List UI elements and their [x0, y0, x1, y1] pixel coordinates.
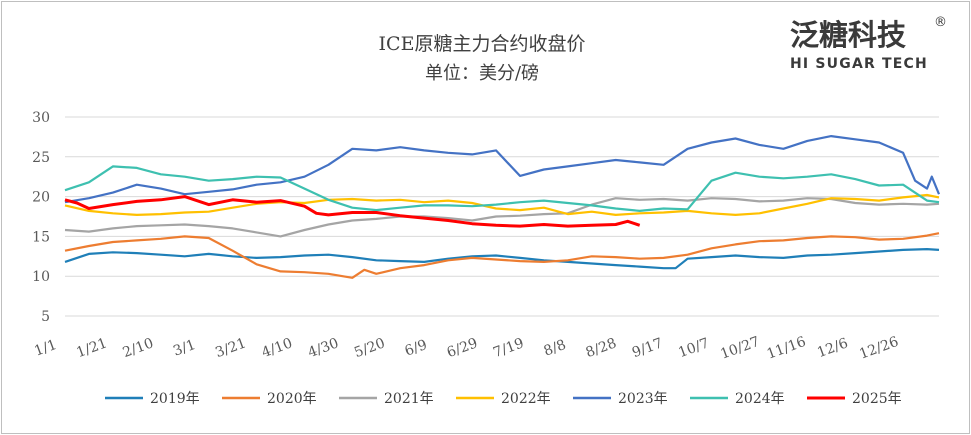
x-tick-label: 4/10: [260, 335, 295, 361]
series-line-2019: [64, 248, 940, 270]
x-tick-label: 3/1: [171, 337, 198, 360]
legend-label: 2023年: [618, 391, 668, 407]
series-line-2022: [64, 193, 940, 216]
x-tick-label: 6/29: [445, 335, 480, 361]
legend: 2019年 2020年 2021年 2022年 2023年 2024年 2025年: [105, 391, 902, 407]
x-tick-label: 12/26: [857, 334, 900, 363]
x-tick-label: 2/10: [121, 335, 156, 361]
series-line-2024: [64, 165, 940, 212]
x-tick-label: 7/19: [491, 335, 526, 361]
x-tick-label: 5/20: [352, 335, 387, 361]
logo: 泛糖科技 ® HI SUGAR TECH: [790, 15, 947, 72]
x-tick-label: 1/1: [32, 337, 59, 360]
legend-label: 2022年: [501, 391, 551, 407]
x-tick-label: 1/21: [74, 335, 109, 361]
y-tick-label: 20: [32, 190, 50, 206]
series-line-2020: [64, 232, 940, 279]
logo-cn-text: 泛糖科技: [790, 18, 906, 52]
x-tick-label: 8/8: [542, 337, 569, 360]
legend-label: 2019年: [150, 391, 200, 407]
chart-title: ICE原糖主力合约收盘价: [379, 33, 586, 55]
x-tick-label: 10/7: [676, 335, 711, 361]
chart-subtitle: 单位：美分/磅: [425, 63, 539, 84]
x-tick-label: 4/30: [306, 335, 341, 361]
legend-label: 2024年: [735, 391, 785, 407]
x-tick-label: 9/17: [630, 335, 665, 361]
legend-label: 2021年: [384, 391, 434, 407]
logo-registered-mark: ®: [934, 15, 947, 30]
x-tick-label: 10/27: [718, 334, 761, 363]
x-tick-label: 6/9: [403, 337, 430, 360]
gridlines: [65, 116, 939, 277]
y-axis-ticks: 5 10 15 20 25 30: [32, 110, 50, 325]
y-tick-label: 15: [32, 229, 50, 245]
x-tick-label: 8/28: [584, 335, 619, 361]
series-line-2021: [64, 197, 940, 238]
series-line-2025: [64, 195, 641, 228]
y-tick-label: 30: [32, 110, 50, 126]
x-tick-label: 12/6: [815, 335, 850, 361]
legend-label: 2025年: [852, 391, 902, 407]
x-axis-ticks: 1/1 1/21 2/10 3/1 3/21 4/10 4/30 5/20 6/9 6/29 7/1…: [32, 334, 900, 363]
series-lines: [64, 135, 941, 279]
y-tick-label: 25: [32, 150, 50, 166]
legend-label: 2020年: [267, 391, 317, 407]
series-line-2023: [64, 135, 941, 204]
x-tick-label: 11/16: [765, 334, 808, 363]
x-tick-label: 3/21: [213, 335, 248, 361]
logo-en-text: HI SUGAR TECH: [790, 56, 928, 72]
y-tick-label: 5: [41, 309, 50, 325]
y-tick-label: 10: [32, 269, 50, 285]
